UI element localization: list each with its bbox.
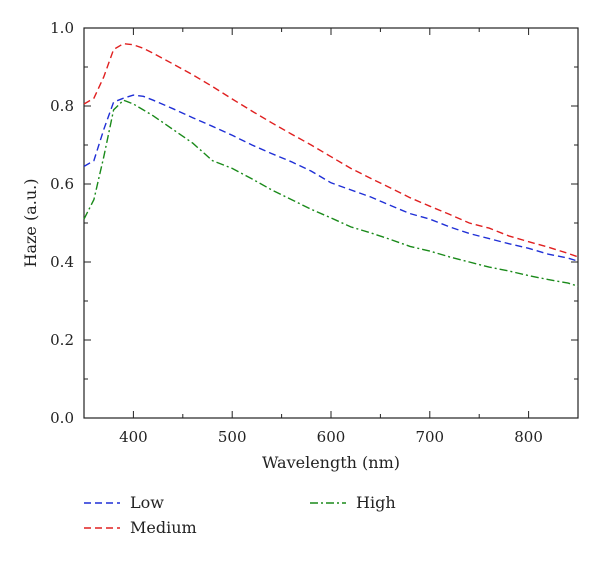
y-tick-label: 0.0 xyxy=(50,409,74,427)
plot-frame xyxy=(83,27,579,419)
y-tick-label: 0.2 xyxy=(50,331,74,349)
y-tick-label: 1.0 xyxy=(50,19,74,37)
legend-label-high: High xyxy=(356,493,396,512)
y-axis-title: Haze (a.u.) xyxy=(21,179,40,268)
series-line-low xyxy=(83,94,579,262)
series-line-high xyxy=(83,99,579,287)
x-tick-label: 800 xyxy=(514,428,543,446)
y-tick-label: 0.6 xyxy=(50,175,74,193)
y-tick-label: 0.4 xyxy=(50,253,74,271)
series-line-medium xyxy=(83,42,579,258)
y-tick-label: 0.8 xyxy=(50,97,74,115)
x-tick-label: 400 xyxy=(119,428,148,446)
legend-label-low: Low xyxy=(130,493,164,512)
x-tick-label: 700 xyxy=(415,428,444,446)
x-axis-title: Wavelength (nm) xyxy=(262,453,400,472)
ticks-layer: 400 500 600 700 800 0.0 0.2 0.4 0.6 0.8 1.0 xyxy=(50,19,579,446)
x-tick-label: 500 xyxy=(218,428,247,446)
legend: Low Medium High xyxy=(84,493,396,537)
x-tick-label: 600 xyxy=(317,428,346,446)
legend-label-medium: Medium xyxy=(130,518,197,537)
series-layer xyxy=(83,42,579,287)
